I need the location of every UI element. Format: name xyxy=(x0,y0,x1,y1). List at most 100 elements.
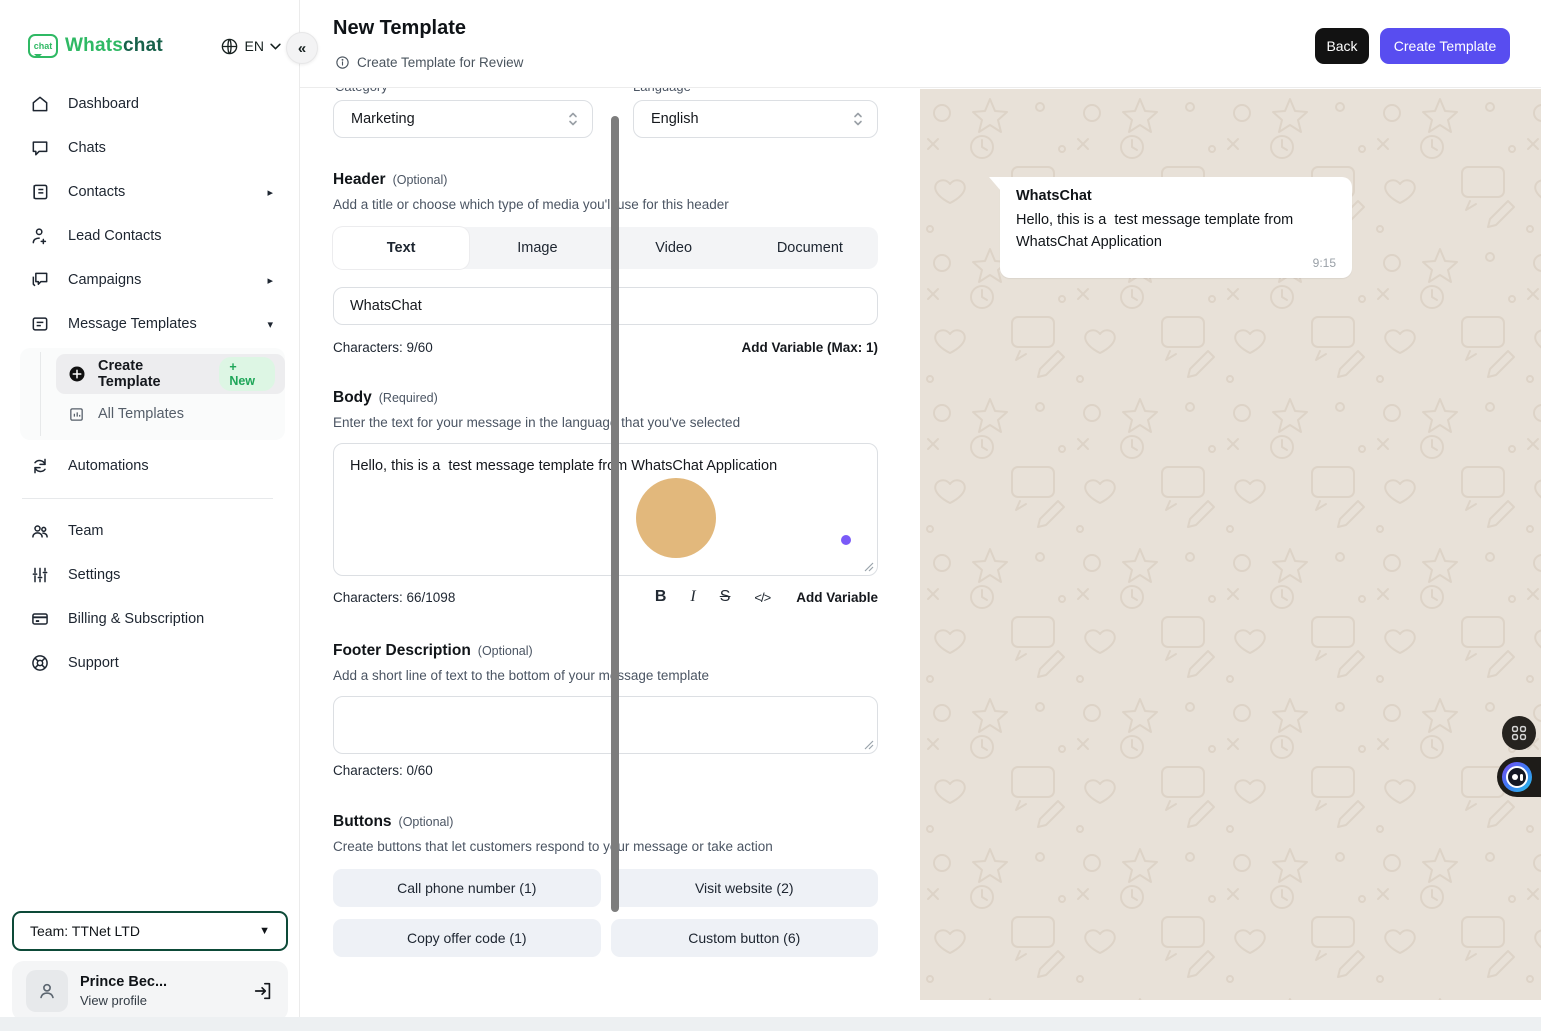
footer-section-title: Footer Description xyxy=(333,642,471,659)
chevron-down-icon xyxy=(270,43,281,50)
tab-text[interactable]: Text xyxy=(333,227,470,269)
sidebar-item-dashboard[interactable]: Dashboard xyxy=(0,82,299,126)
page-title: New Template xyxy=(333,17,466,39)
buttons-section-title: Buttons xyxy=(333,813,392,830)
indent-guide xyxy=(40,352,41,436)
strikethrough-button[interactable]: S xyxy=(719,588,731,605)
sidebar-item-campaigns[interactable]: Campaigns ▸ xyxy=(0,258,299,302)
info-icon xyxy=(335,55,350,70)
sliders-icon xyxy=(30,565,52,585)
header-section-description: Add a title or choose which type of medi… xyxy=(333,197,729,212)
whatsapp-preview: WhatsChat Hello, this is a test message … xyxy=(920,89,1541,1000)
custom-button-button[interactable]: Custom button (6) xyxy=(610,919,878,957)
chat-bubble-icon xyxy=(30,138,52,158)
brand-chat-icon: chat xyxy=(28,34,58,58)
caret-down-icon: ▾ xyxy=(267,318,273,331)
chart-icon xyxy=(68,406,86,423)
footer-textarea[interactable] xyxy=(333,696,878,754)
header-char-count: Characters: 9/60 xyxy=(333,340,433,355)
divider xyxy=(22,498,273,499)
sidebar-item-automations[interactable]: Automations xyxy=(0,444,299,488)
buttons-section-description: Create buttons that let customers respon… xyxy=(333,839,773,854)
logout-icon[interactable] xyxy=(252,980,274,1002)
bottom-scrollbar-track[interactable] xyxy=(0,1017,1541,1031)
body-section-title: Body xyxy=(333,389,372,406)
preview-timestamp: 9:15 xyxy=(1312,255,1336,270)
new-badge: + New xyxy=(219,357,275,391)
caret-down-icon: ▼ xyxy=(259,925,270,937)
language-select[interactable]: English xyxy=(633,100,878,138)
sidebar-item-contacts[interactable]: Contacts ▸ xyxy=(0,170,299,214)
preview-message-text: Hello, this is a test message template f… xyxy=(1016,212,1298,250)
template-icon xyxy=(30,314,52,334)
page-subtitle: Create Template for Review xyxy=(335,55,523,70)
chevron-right-icon: ▸ xyxy=(267,186,273,199)
clipped-field-labels: Category Language xyxy=(333,88,878,97)
sidebar-collapse-button[interactable]: « xyxy=(286,32,318,64)
resize-handle[interactable] xyxy=(864,562,874,572)
italic-button[interactable]: I xyxy=(690,588,696,605)
sidebar-item-message-templates[interactable]: Message Templates ▾ xyxy=(0,302,299,346)
resize-handle[interactable] xyxy=(864,740,874,750)
code-button[interactable]: </> xyxy=(754,589,771,605)
profile-name: Prince Bec... xyxy=(80,974,168,990)
tab-image[interactable]: Image xyxy=(517,240,558,256)
top-bar: New Template Create Template for Review … xyxy=(300,0,1541,88)
language-label: Language xyxy=(633,88,691,94)
automation-icon xyxy=(30,456,52,476)
sidebar-item-create-template[interactable]: Create Template + New xyxy=(56,354,285,394)
header-add-variable-button[interactable]: Add Variable (Max: 1) xyxy=(741,340,878,355)
footer-section-description: Add a short line of text to the bottom o… xyxy=(333,668,709,683)
home-icon xyxy=(30,94,52,114)
campaigns-icon xyxy=(30,270,52,290)
sidebar-item-settings[interactable]: Settings xyxy=(0,553,299,597)
plus-circle-icon xyxy=(68,365,86,383)
body-add-variable-button[interactable]: Add Variable xyxy=(796,589,878,605)
sidebar-item-team[interactable]: Team xyxy=(0,509,299,553)
body-textarea[interactable]: Hello, this is a test message template f… xyxy=(333,443,878,576)
form-scrollbar[interactable] xyxy=(611,116,619,912)
create-template-button[interactable]: Create Template xyxy=(1380,28,1510,64)
person-add-icon xyxy=(30,226,52,246)
call-phone-number-button[interactable]: Call phone number (1) xyxy=(333,869,601,907)
body-section-description: Enter the text for your message in the l… xyxy=(333,415,741,430)
templates-submenu: Create Template + New All Templates xyxy=(20,348,285,440)
back-button[interactable]: Back xyxy=(1315,28,1369,64)
contacts-icon xyxy=(30,182,52,202)
category-label: Category xyxy=(335,88,388,94)
visit-website-button[interactable]: Visit website (2) xyxy=(610,869,878,907)
category-select[interactable]: Marketing xyxy=(333,100,593,138)
language-selector[interactable]: EN xyxy=(220,37,281,56)
sidebar-item-chats[interactable]: Chats xyxy=(0,126,299,170)
avatar xyxy=(26,970,68,1012)
sidebar-item-support[interactable]: Support xyxy=(0,641,299,685)
button-options-grid: Call phone number (1) Visit website (2) … xyxy=(333,869,878,957)
template-form: Category Language Marketing English Head… xyxy=(300,88,920,1000)
footer-char-count: Characters: 0/60 xyxy=(333,763,433,778)
sidebar-nav: Dashboard Chats Contacts ▸ Lead Contacts… xyxy=(0,82,299,685)
copy-offer-code-button[interactable]: Copy offer code (1) xyxy=(333,919,601,957)
sidebar-item-all-templates[interactable]: All Templates xyxy=(56,394,285,434)
chatbot-icon xyxy=(1502,762,1532,792)
bold-button[interactable]: B xyxy=(654,588,667,605)
tab-video[interactable]: Video xyxy=(655,240,693,256)
team-icon xyxy=(30,521,52,541)
lifebuoy-icon xyxy=(30,653,52,673)
chatbot-widget-button[interactable] xyxy=(1497,757,1541,797)
profile-card[interactable]: Prince Bec... View profile xyxy=(12,961,288,1021)
stepper-icon xyxy=(852,110,864,128)
sidebar: chat Whatschat EN Dashboard Chats xyxy=(0,0,300,1031)
view-profile-link[interactable]: View profile xyxy=(80,993,147,1008)
team-selector[interactable]: Team: TTNet LTD ▼ xyxy=(12,911,288,951)
globe-icon xyxy=(220,37,239,56)
sidebar-item-lead-contacts[interactable]: Lead Contacts xyxy=(0,214,299,258)
logo: chat Whatschat EN xyxy=(28,34,281,58)
sidebar-item-billing[interactable]: Billing & Subscription xyxy=(0,597,299,641)
widget-launcher-button[interactable] xyxy=(1502,716,1536,750)
header-text-input[interactable] xyxy=(333,287,878,325)
chevron-right-icon: ▸ xyxy=(267,274,273,287)
header-section-title: Header xyxy=(333,171,386,188)
body-char-count: Characters: 66/1098 xyxy=(333,589,456,605)
header-type-tabs: Text Image Video Document xyxy=(333,227,878,269)
tab-document[interactable]: Document xyxy=(776,240,843,256)
